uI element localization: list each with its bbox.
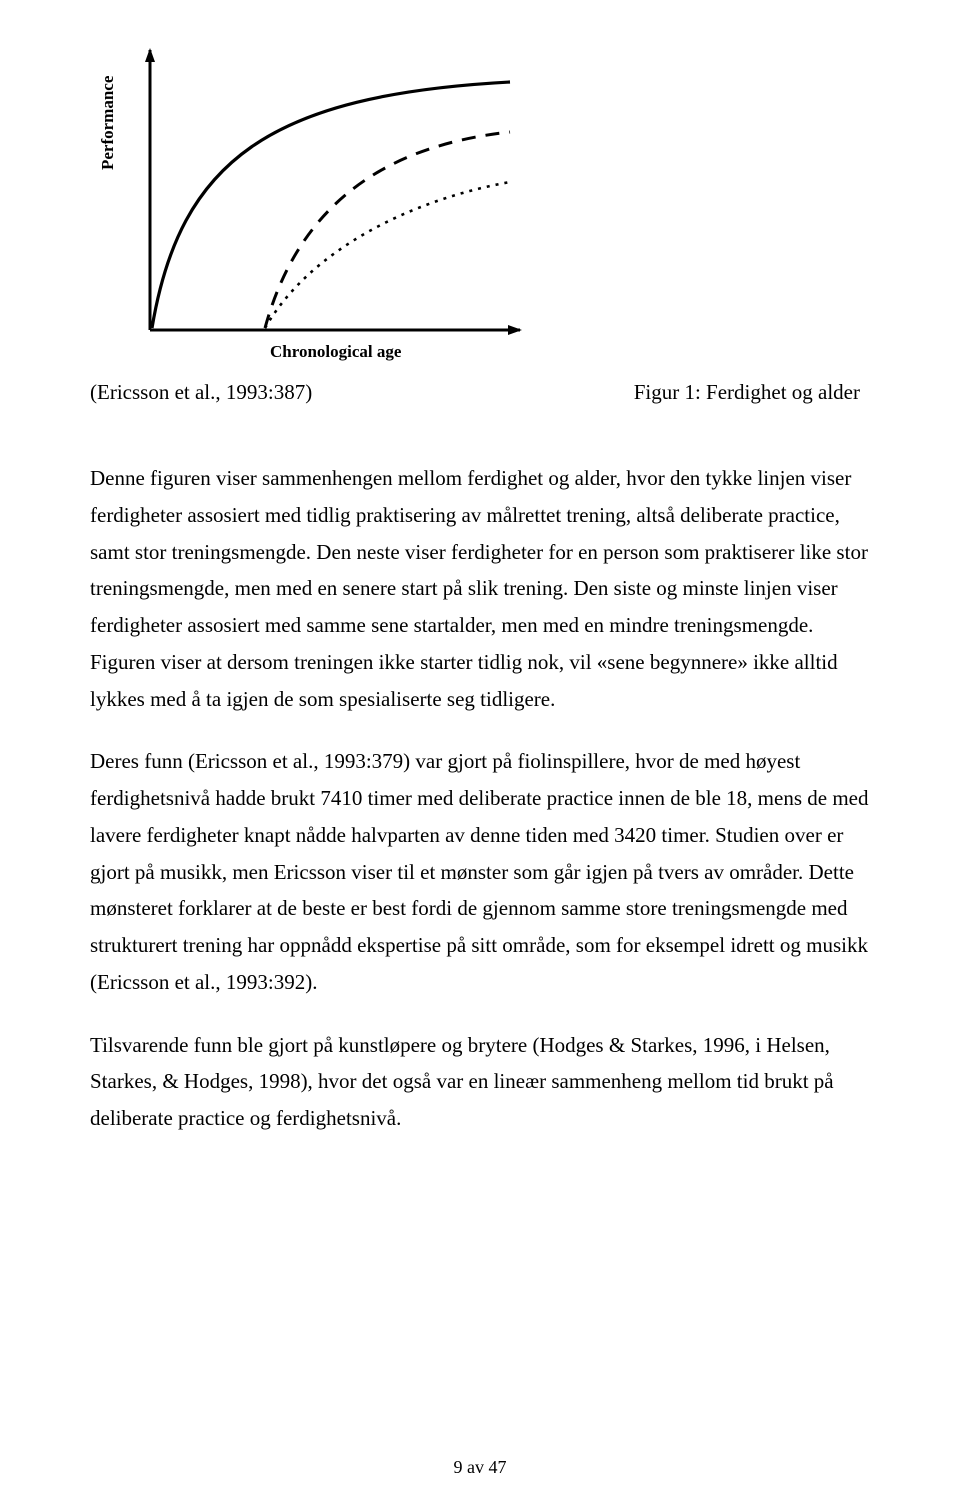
figure-caption-row: (Ericsson et al., 1993:387) Figur 1: Fer… [90,380,870,405]
figure-1: Performance Chronological age (Ericsson … [90,40,870,390]
body-text: Denne figuren viser sammenhengen mellom … [90,460,870,1137]
paragraph-3: Tilsvarende funn ble gjort på kunstløper… [90,1027,870,1137]
paragraph-2: Deres funn (Ericsson et al., 1993:379) v… [90,743,870,1000]
figure-citation: (Ericsson et al., 1993:387) [90,380,312,405]
figure-caption: Figur 1: Ferdighet og alder [634,380,860,405]
curve-early-start [152,82,510,328]
paragraph-1: Denne figuren viser sammenhengen mellom … [90,460,870,717]
performance-age-chart [90,40,530,350]
y-axis-label: Performance [98,76,118,170]
curve-late-start-high-volume [265,132,510,328]
page-number: 9 av 47 [0,1457,960,1478]
curve-late-start-low-volume [265,182,510,328]
document-page: Performance Chronological age (Ericsson … [0,0,960,1496]
x-axis-label: Chronological age [270,342,401,362]
